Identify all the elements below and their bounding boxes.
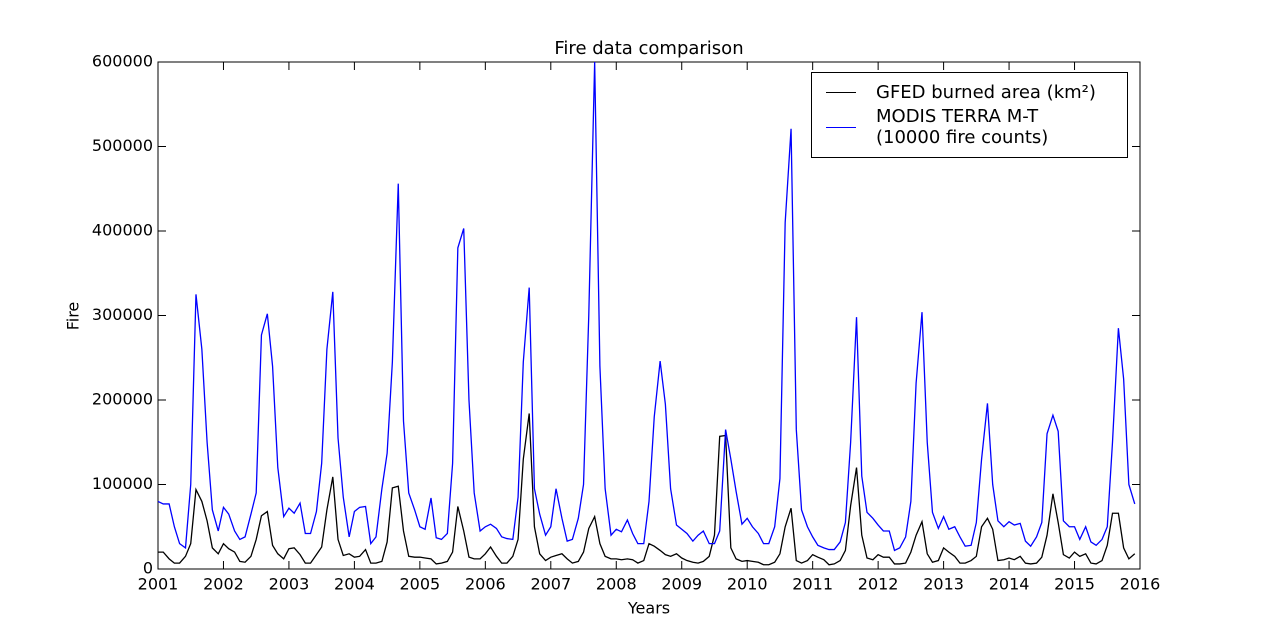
legend-swatch [826,126,856,128]
x-tick-label: 2003 [269,575,310,594]
legend-item: MODIS TERRA M-T (10000 fire counts) [812,106,1127,148]
legend-label: MODIS TERRA M-T (10000 fire counts) [876,106,1049,148]
x-tick-label: 2013 [923,575,964,594]
x-tick-label: 2005 [400,575,441,594]
y-tick-label: 0 [143,559,153,578]
legend-item: GFED burned area (km²) [812,82,1127,103]
x-tick-label: 2009 [661,575,702,594]
x-tick-label: 2007 [530,575,571,594]
legend: GFED burned area (km²) MODIS TERRA M-T (1… [811,72,1128,158]
x-tick-label: 2008 [596,575,637,594]
series-line [157,61,1136,552]
legend-label: GFED burned area (km²) [876,82,1096,103]
x-tick-label: 2004 [334,575,375,594]
x-tick-label: 2001 [138,575,179,594]
y-tick-label: 400000 [92,221,153,240]
series-line [158,413,1136,566]
y-tick-label: 300000 [92,305,153,324]
x-tick-label: 2012 [858,575,899,594]
x-axis-label: Years [627,599,670,618]
y-tick-label: 100000 [92,474,153,493]
x-tick-label: 2002 [203,575,244,594]
legend-swatch [826,92,856,93]
y-tick-label: 600000 [92,52,153,71]
y-axis-label: Fire [64,302,83,331]
x-tick-label: 2016 [1120,575,1161,594]
chart-title: Fire data comparison [554,38,743,59]
x-tick-label: 2010 [727,575,768,594]
x-tick-label: 2014 [989,575,1030,594]
x-tick-label: 2011 [792,575,833,594]
y-tick-label: 500000 [92,136,153,155]
x-tick-label: 2015 [1054,575,1095,594]
x-tick-label: 2006 [465,575,506,594]
y-tick-label: 200000 [92,390,153,409]
